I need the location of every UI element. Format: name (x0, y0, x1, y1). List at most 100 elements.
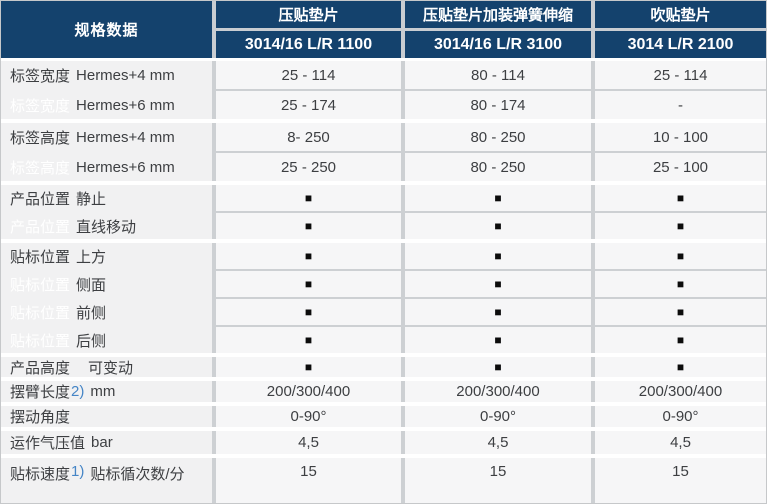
spec-value-cell: 15 (595, 458, 766, 503)
row-label-text: 运作气压值 (10, 435, 86, 452)
row-sublabel: 可变动 (88, 359, 134, 377)
column-header-model: 3014/16 L/R 1100 (216, 31, 401, 58)
row-sublabel: 静止 (76, 190, 107, 208)
feature-square-cell: ■ (216, 213, 401, 239)
table-body: 标签宽度 Hermes+4 mm 标签宽度 Hermes+6 mm 25 - 114 80… (1, 61, 766, 503)
feature-square-cell: ■ (405, 299, 591, 325)
footnote-marker: 1) (71, 463, 85, 480)
feature-square-cell: ■ (405, 185, 591, 211)
row-label-text: 摆动角度 (10, 409, 71, 426)
spec-group: 贴标速度 1) 贴标循次数/分 15 15 15 (1, 458, 766, 503)
row-sublabel: Hermes+4 mm (76, 128, 175, 146)
feature-square-cell: ■ (405, 327, 591, 353)
feature-square-cell: ■ (405, 357, 591, 377)
row-sublabel: Hermes+6 mm (76, 158, 175, 176)
row-label-ghost-text: 标签宽度 (10, 97, 71, 115)
spec-value-cell: 25 - 100 (595, 153, 766, 181)
spec-value-cell: 200/300/400 (216, 381, 401, 402)
feature-square-cell: ■ (216, 327, 401, 353)
row-label-text: 贴标速度 (10, 466, 71, 483)
spec-value-cell: 0-90° (216, 406, 401, 427)
feature-square-cell: ■ (595, 299, 766, 325)
row-sublabel: Hermes+4 mm (76, 66, 175, 84)
row-label-cell: 贴标速度 1) 贴标循次数/分 (1, 458, 212, 503)
feature-square-cell: ■ (216, 243, 401, 269)
row-label-cell: 贴标位置 上方 贴标位置 侧面 贴标位置 前侧 贴标位置 后侧 (1, 243, 212, 353)
row-label: 贴标速度 1) 贴标循次数/分 (10, 458, 212, 503)
row-label-text: 摆臂长度 (10, 384, 71, 401)
feature-square-cell: ■ (595, 327, 766, 353)
feature-square-cell: ■ (216, 299, 401, 325)
spec-group: 摆臂长度 2) mm 200/300/400 200/300/400 200/300/40… (1, 381, 766, 402)
row-label: 运作气压值 bar (10, 431, 212, 454)
row-label-unit: 贴标循次数/分 (90, 466, 185, 483)
row-label-text: 产品位置 (10, 190, 71, 208)
row-label-ghost-text: 贴标位置 (10, 276, 71, 294)
row-label-cell: 产品位置 静止 产品位置 直线移动 (1, 185, 212, 239)
feature-square-cell: ■ (216, 185, 401, 211)
row-label: 摆臂长度 2) mm (10, 381, 212, 402)
row-label: 贴标位置 前侧 (10, 299, 212, 325)
row-label-ghost-text: 贴标位置 (10, 304, 71, 322)
column-header-product: 吹贴垫片 (595, 1, 766, 28)
column-header-model: 3014 L/R 2100 (595, 31, 766, 58)
spec-value-cell: 0-90° (595, 406, 766, 427)
spec-value-cell: 25 - 114 (595, 61, 766, 89)
spec-group: 产品位置 静止 产品位置 直线移动 ■ ■ ■ ■ ■ ■ (1, 185, 766, 239)
row-sublabel: 侧面 (76, 276, 107, 294)
spec-value-cell: 0-90° (405, 406, 591, 427)
spec-value-cell: 80 - 250 (405, 153, 591, 181)
feature-square-cell: ■ (595, 185, 766, 211)
row-label: 标签宽度 Hermes+6 mm (10, 91, 212, 119)
spec-value-cell: 200/300/400 (405, 381, 591, 402)
row-label-ghost-text: 标签高度 (10, 159, 71, 177)
row-label-unit: bar (91, 434, 113, 451)
row-sublabel: 上方 (76, 248, 107, 266)
row-label: 摆动角度 (10, 406, 212, 427)
spec-group: 产品高度 可变动 ■ ■ ■ (1, 357, 766, 377)
feature-square-cell: ■ (216, 357, 401, 377)
spec-value-cell: 25 - 114 (216, 61, 401, 89)
feature-square-cell: ■ (595, 213, 766, 239)
row-label: 标签高度 Hermes+6 mm (10, 153, 212, 181)
row-sublabel: Hermes+6 mm (76, 96, 175, 114)
row-label-unit: mm (90, 383, 116, 400)
spec-value-cell: 80 - 174 (405, 91, 591, 119)
row-label: 贴标位置 侧面 (10, 271, 212, 297)
column-header-product: 压贴垫片 (216, 1, 401, 28)
spec-value-cell: 25 - 174 (216, 91, 401, 119)
column-header-product: 压贴垫片加装弹簧伸缩 (405, 1, 591, 28)
row-label-cell: 运作气压值 bar (1, 431, 212, 454)
spec-group: 标签高度 Hermes+4 mm 标签高度 Hermes+6 mm 8- 250 80 -… (1, 123, 766, 181)
row-label-ghost-text: 产品位置 (10, 218, 71, 236)
row-label-cell: 产品高度 可变动 (1, 357, 212, 377)
spec-value-cell: 4,5 (595, 431, 766, 454)
row-sublabel: 直线移动 (76, 218, 137, 236)
feature-square-cell: ■ (595, 243, 766, 269)
row-label: 标签宽度 Hermes+4 mm (10, 61, 212, 89)
table-header-band: 规格数据 压贴垫片 压贴垫片加装弹簧伸缩 吹贴垫片 3014/16 L/R 1100 3… (1, 1, 766, 58)
row-label-text: 标签高度 (10, 129, 71, 147)
spec-value-cell: 4,5 (405, 431, 591, 454)
row-label-ghost-text: 贴标位置 (10, 332, 71, 350)
feature-square-cell: ■ (405, 213, 591, 239)
row-sublabel: 前侧 (76, 304, 107, 322)
row-label-cell: 标签高度 Hermes+4 mm 标签高度 Hermes+6 mm (1, 123, 212, 181)
row-label: 产品位置 直线移动 (10, 213, 212, 239)
spec-group: 运作气压值 bar 4,5 4,5 4,5 (1, 431, 766, 454)
row-label-text: 标签宽度 (10, 67, 71, 85)
spec-value-cell: 15 (216, 458, 401, 503)
spec-group: 摆动角度 0-90° 0-90° 0-90° (1, 406, 766, 427)
spec-value-cell: 25 - 250 (216, 153, 401, 181)
feature-square-cell: ■ (595, 271, 766, 297)
row-label-text: 贴标位置 (10, 248, 71, 266)
row-label: 贴标位置 上方 (10, 243, 212, 269)
row-label: 贴标位置 后侧 (10, 327, 212, 353)
column-header-model: 3014/16 L/R 3100 (405, 31, 591, 58)
spec-group: 标签宽度 Hermes+4 mm 标签宽度 Hermes+6 mm 25 - 114 80… (1, 61, 766, 119)
spec-value-cell: 200/300/400 (595, 381, 766, 402)
footnote-marker: 2) (71, 383, 85, 400)
feature-square-cell: ■ (216, 271, 401, 297)
row-label: 产品位置 静止 (10, 185, 212, 211)
